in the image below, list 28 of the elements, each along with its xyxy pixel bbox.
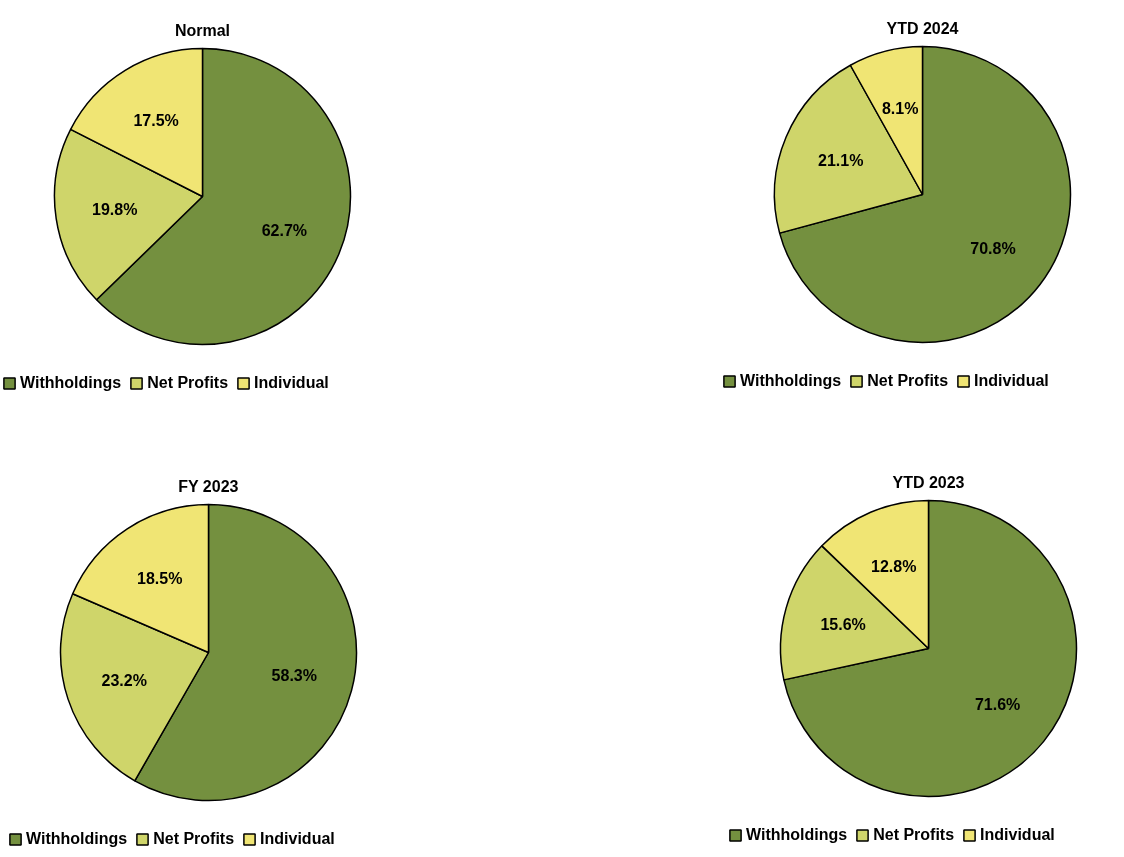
legend-label: Individual: [980, 826, 1055, 844]
data-label: 71.6%: [974, 695, 1021, 713]
data-label: 62.7%: [261, 222, 308, 240]
data-label: 17.5%: [133, 112, 179, 130]
legend-label: Net Profits: [873, 826, 955, 844]
legend-label: Individual: [260, 830, 335, 848]
legend-label: Withholdings: [740, 372, 842, 390]
data-label: 58.3%: [271, 666, 317, 684]
data-label: 12.8%: [871, 558, 917, 576]
legend-label: Net Profits: [867, 372, 949, 390]
legend-label: Withholdings: [20, 374, 122, 392]
data-label: 70.8%: [970, 239, 1016, 257]
data-label: 18.5%: [137, 569, 183, 587]
data-label: 21.1%: [817, 151, 864, 169]
legend-label: Withholdings: [26, 830, 128, 848]
legend-label: Net Profits: [147, 374, 229, 392]
chart-title: Normal: [174, 21, 231, 39]
data-label: 19.8%: [92, 201, 138, 219]
chart-title: YTD 2023: [892, 473, 965, 491]
data-label: 23.2%: [101, 671, 147, 689]
chart-title: FY 2023: [178, 477, 239, 495]
legend-label: Individual: [974, 372, 1049, 390]
legend-label: Net Profits: [153, 830, 235, 848]
data-label: 15.6%: [820, 615, 866, 633]
legend-label: Withholdings: [746, 826, 848, 844]
legend-label: Individual: [254, 374, 329, 392]
chart-title: YTD 2024: [886, 19, 959, 37]
data-label: 8.1%: [881, 100, 919, 118]
